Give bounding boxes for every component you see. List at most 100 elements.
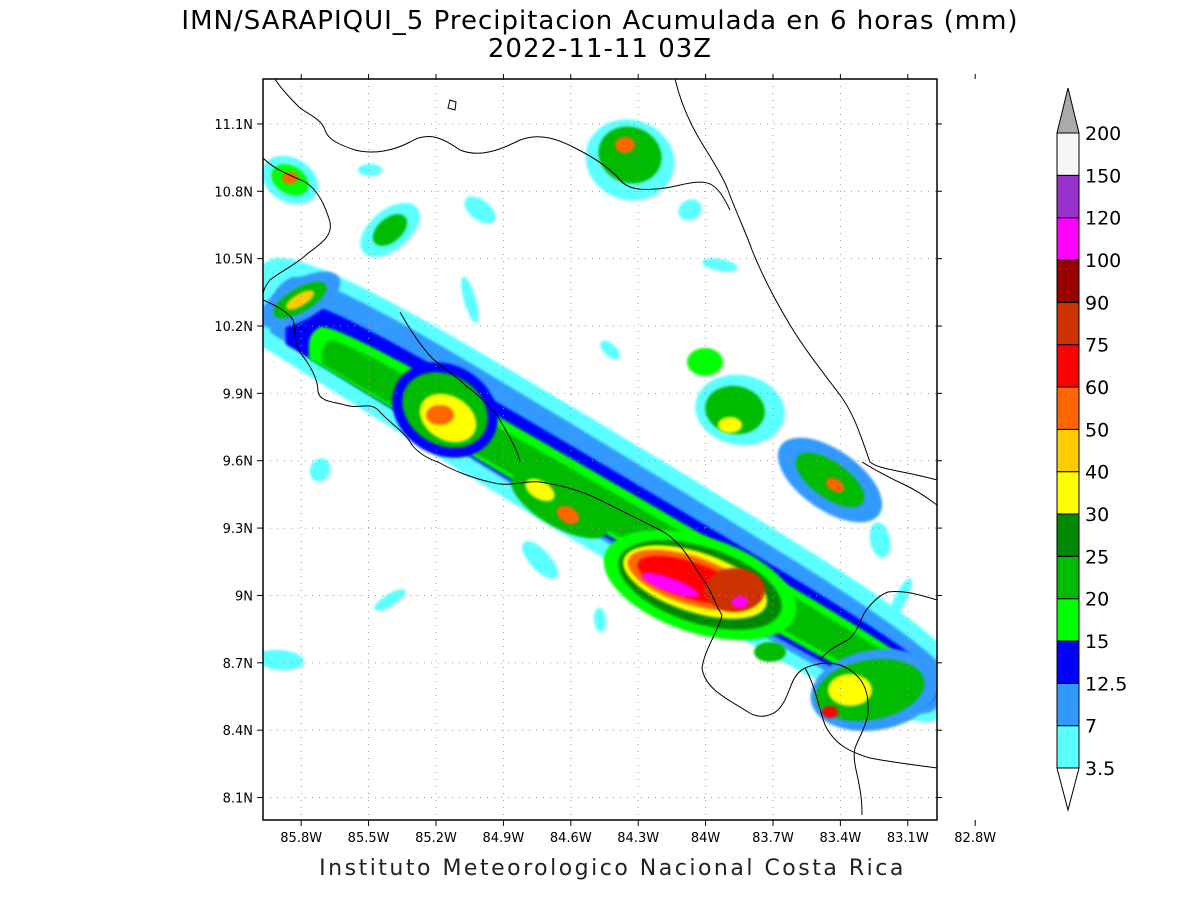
lat-tick-label: 9.6N bbox=[223, 455, 253, 470]
coast-east-bay bbox=[861, 461, 937, 506]
coastline-southeast bbox=[804, 667, 937, 769]
coastline-pacific-central bbox=[437, 461, 723, 616]
colorbar-segment bbox=[1056, 640, 1080, 684]
precip-osa-cell bbox=[754, 642, 786, 662]
colorbar-label: 30 bbox=[1085, 504, 1109, 526]
colorbar-bottom-arrow bbox=[1056, 767, 1080, 812]
coastline-osa bbox=[701, 614, 869, 717]
gridlines bbox=[263, 79, 937, 820]
precip-north-cell-core bbox=[372, 214, 408, 246]
precip-scattered-cell bbox=[593, 608, 607, 632]
lon-tick-label: 83.7W bbox=[752, 831, 794, 846]
precip-se-core-redorange bbox=[705, 568, 765, 612]
lat-tick-label: 10.2N bbox=[214, 320, 253, 335]
colorbar-segment bbox=[1056, 217, 1080, 261]
colorbar bbox=[1056, 87, 1080, 812]
colorbar-segment bbox=[1056, 471, 1080, 515]
lon-tick-label: 84.3W bbox=[617, 831, 659, 846]
lon-tick-label: 85.2W bbox=[415, 831, 457, 846]
precip-panama-cell-yellow bbox=[828, 674, 872, 706]
coastline-northwest bbox=[263, 157, 331, 296]
coastline-nicoya bbox=[263, 299, 439, 463]
lake-nicaragua-isle bbox=[447, 99, 457, 111]
coastline-caribbean bbox=[674, 79, 937, 481]
lon-tick-label: 82.8W bbox=[954, 831, 996, 846]
lat-tick-label: 8.1N bbox=[223, 792, 253, 807]
precip-caribbean-cell-yellow bbox=[718, 417, 742, 433]
precip-se-core-magenta bbox=[641, 572, 699, 598]
precip-scattered-cell bbox=[464, 196, 496, 224]
precip-panama-cell-red bbox=[822, 706, 838, 718]
colorbar-label: 150 bbox=[1085, 165, 1121, 187]
lat-tick-label: 9N bbox=[235, 589, 253, 604]
lon-tick-label: 85.5W bbox=[348, 831, 390, 846]
colorbar-segment bbox=[1056, 174, 1080, 219]
precip-mid-cell-orange bbox=[556, 505, 580, 525]
colorbar-label: 120 bbox=[1085, 208, 1121, 230]
precip-scattered-cell bbox=[263, 649, 304, 671]
colorbar-label: 200 bbox=[1085, 123, 1121, 145]
lat-tick-label: 9.3N bbox=[223, 522, 253, 537]
precip-scattered-cell bbox=[888, 578, 912, 622]
lon-tick-label: 84.6W bbox=[550, 831, 592, 846]
colorbar-label: 40 bbox=[1085, 462, 1109, 484]
precip-se-core-magenta2 bbox=[732, 596, 748, 608]
colorbar-segment bbox=[1056, 132, 1080, 176]
colorbar-segment bbox=[1056, 555, 1080, 600]
colorbar-label: 7 bbox=[1085, 716, 1097, 738]
colorbar-label: 25 bbox=[1085, 546, 1109, 568]
precip-limon-cell-orange bbox=[825, 477, 845, 493]
lat-tick-label: 9.9N bbox=[223, 387, 253, 402]
colorbar-label: 3.5 bbox=[1085, 758, 1115, 780]
precip-scattered-cell bbox=[869, 522, 891, 558]
colorbar-segment bbox=[1056, 344, 1080, 388]
lat-tick-label: 11.1N bbox=[214, 118, 253, 133]
colorbar-label: 20 bbox=[1085, 589, 1109, 611]
precip-north-nic-cell-core bbox=[598, 126, 662, 184]
coastlines-borders bbox=[263, 79, 937, 816]
lat-tick-label: 10.5N bbox=[214, 253, 253, 268]
footer-credit: Instituto Meteorologico Nacional Costa R… bbox=[319, 856, 906, 881]
colorbar-segment bbox=[1056, 386, 1080, 430]
colorbar-segment bbox=[1056, 513, 1080, 557]
precip-scattered-cell bbox=[461, 276, 479, 324]
lat-tick-label: 8.7N bbox=[223, 657, 253, 672]
lon-tick-label: 83.4W bbox=[819, 831, 861, 846]
lon-tick-label: 84W bbox=[691, 831, 721, 846]
axis-ticks bbox=[257, 74, 976, 826]
colorbar-segment bbox=[1056, 725, 1080, 769]
colorbar-label: 50 bbox=[1085, 419, 1109, 441]
border-nicaragua bbox=[274, 79, 731, 211]
colorbar-segment bbox=[1056, 598, 1080, 642]
colorbar-segment bbox=[1056, 259, 1080, 303]
colorbar-segment bbox=[1056, 301, 1080, 346]
precipitation-field bbox=[263, 119, 937, 731]
colorbar-label: 75 bbox=[1085, 335, 1109, 357]
precip-scattered-cell bbox=[309, 458, 331, 482]
colorbar-label: 15 bbox=[1085, 631, 1109, 653]
precip-caribbean-small bbox=[687, 348, 723, 376]
precip-mid-cell-yellow bbox=[525, 478, 555, 502]
precip-scattered-cell bbox=[600, 340, 620, 360]
colorbar-segment bbox=[1056, 428, 1080, 473]
precip-scattered-cell bbox=[358, 164, 382, 176]
precip-scattered-cell bbox=[702, 258, 738, 272]
lon-tick-label: 83.1W bbox=[887, 831, 929, 846]
precip-scattered-cell bbox=[678, 199, 702, 221]
colorbar-top-arrow bbox=[1056, 87, 1080, 134]
colorbar-labels: 200 150 120 100 90 75 60 50 40 30 25 20 15 12.5 7 3.5 bbox=[1085, 123, 1127, 780]
precip-scattered-cell bbox=[522, 541, 558, 579]
precip-nw-cell-peak bbox=[282, 172, 298, 184]
lat-tick-label: 8.4N bbox=[223, 724, 253, 739]
precip-scattered-cell bbox=[374, 589, 406, 611]
colorbar-segment bbox=[1056, 682, 1080, 727]
lon-tick-label: 84.9W bbox=[482, 831, 524, 846]
colorbar-label: 100 bbox=[1085, 250, 1121, 272]
precip-north-nic-cell-peak bbox=[615, 137, 635, 153]
colorbar-label: 12.5 bbox=[1085, 673, 1127, 695]
precip-central-cluster-orange bbox=[426, 405, 454, 425]
lon-tick-label: 85.8W bbox=[280, 831, 322, 846]
map-frame bbox=[262, 78, 938, 821]
map-title: IMN/SARAPIQUI_5 Precipitacion Acumulada … bbox=[181, 6, 1019, 36]
precip-guanacaste-cell-core bbox=[285, 290, 315, 310]
